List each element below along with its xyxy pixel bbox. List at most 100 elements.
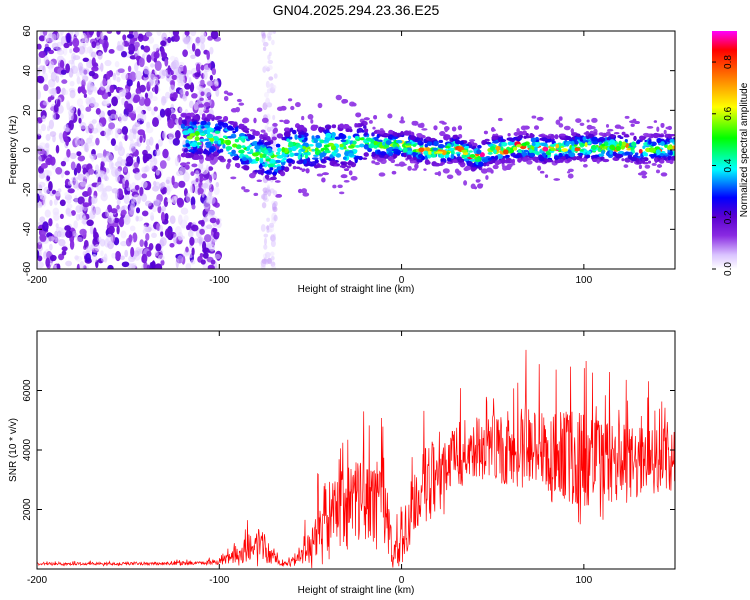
spectrogram-cell: [264, 91, 269, 98]
spectrogram-cell: [301, 115, 305, 121]
spectrogram-cell: [179, 106, 183, 113]
spectrogram-cell: [257, 141, 264, 145]
spectrogram-cell: [183, 148, 188, 153]
spectrogram-cell: [497, 117, 503, 122]
spectrogram-cell: [579, 122, 585, 126]
spectrogram-cell: [77, 196, 85, 205]
spectrogram-cell: [168, 31, 173, 34]
spectrogram-cell: [355, 112, 362, 118]
spectrogram-cell: [70, 161, 76, 171]
spectrogram-cell: [164, 107, 172, 117]
spectrogram-cell: [59, 132, 64, 141]
spectrogram-cell: [602, 158, 610, 163]
spectrogram-cell: [198, 154, 204, 160]
spectrogram-cell: [56, 230, 62, 238]
spectrogram-cell: [329, 154, 334, 159]
spectrogram-cell: [264, 251, 271, 258]
spectrogram-cell: [261, 202, 267, 209]
spectrogram-cell: [456, 153, 461, 157]
spectrogram-cell: [320, 158, 326, 163]
spectrogram-cell: [606, 128, 614, 132]
spectrogram-cell: [590, 155, 598, 159]
spectrogram-cell: [37, 128, 42, 136]
spectrogram-cell: [530, 137, 537, 143]
spectrogram-cell: [189, 184, 194, 193]
spectrogram-cell: [204, 179, 212, 190]
spectrogram-cell: [388, 156, 392, 161]
spectrogram-cell: [641, 158, 646, 164]
spectrogram-cell: [166, 198, 174, 204]
spectrogram-cell: [51, 189, 57, 195]
spectrogram-cell: [555, 119, 561, 125]
spectrogram-cell: [362, 125, 367, 129]
spectrogram-cell: [179, 88, 186, 95]
spectrogram-cell: [395, 139, 403, 144]
colorbar-tick-label: 0.4: [723, 158, 734, 172]
spectrogram-cell: [597, 153, 605, 157]
spectrogram-cell: [232, 153, 238, 157]
spectrogram-cell: [62, 46, 68, 56]
spectrogram-cell: [107, 204, 113, 213]
spectrogram-cell: [37, 75, 45, 84]
spectrogram-cell: [469, 154, 476, 158]
spectrogram-cell: [159, 225, 164, 232]
spectrogram-cell: [243, 188, 250, 193]
spectrogram-cell: [202, 149, 210, 155]
spectrogram-cell: [199, 129, 204, 134]
spectrogram-cell: [197, 187, 204, 195]
spectrogram-cell: [627, 154, 633, 160]
spectrogram-cell: [292, 165, 297, 170]
spectrogram-cell: [646, 133, 651, 137]
spectrogram-cell: [37, 67, 41, 76]
spectrogram-cell: [89, 96, 96, 107]
spectrogram-cell: [64, 191, 69, 197]
spectrogram-cell: [47, 33, 54, 43]
spectrogram-cell: [85, 106, 92, 112]
spectrogram-cell: [399, 120, 406, 124]
spectrogram-cell: [378, 172, 386, 177]
spectrogram-cell: [260, 129, 266, 133]
spectrogram-cell: [402, 147, 408, 153]
spectrogram-cell: [155, 169, 160, 176]
spectrogram-cell: [590, 145, 597, 150]
spectrogram-cell: [129, 71, 137, 82]
spectrogram-cell: [436, 151, 443, 154]
spectrogram-cell: [230, 176, 237, 180]
spectrogram-cell: [112, 76, 120, 81]
spectrogram-cell: [666, 145, 673, 151]
spectrogram-cell: [412, 120, 419, 126]
spectrogram-cell: [215, 181, 220, 188]
spectrogram-cell: [69, 152, 77, 160]
spectrogram-cell: [272, 171, 278, 176]
spectrogram-cell: [206, 59, 212, 64]
spectrogram-cell: [154, 251, 159, 257]
spectrogram-cell: [567, 173, 574, 179]
spectrogram-cell: [51, 42, 59, 50]
spectrogram-cell: [120, 72, 129, 80]
spectrogram-cell: [152, 199, 160, 207]
spectrogram-cell: [48, 119, 55, 130]
spectrogram-cell: [84, 46, 89, 55]
spectrogram-cell: [64, 127, 71, 133]
spectrogram-cell: [201, 113, 206, 119]
spectrogram-cell: [642, 145, 646, 149]
spectrogram-cell: [154, 60, 162, 71]
spectrogram-cell: [461, 154, 466, 158]
spectrogram-cell: [149, 211, 155, 221]
spectrogram-cell: [225, 146, 233, 151]
spectrogram-cell: [657, 164, 662, 168]
spectrogram-cell: [347, 161, 354, 166]
spectrogram-cell: [425, 161, 431, 165]
spectrogram-cell: [78, 45, 86, 55]
spectrogram-cell: [147, 36, 155, 44]
spectrogram-cell: [77, 108, 81, 117]
spectrogram-cell: [550, 147, 556, 151]
spectrogram-cell: [147, 91, 153, 100]
spectrogram-cell: [206, 224, 213, 230]
spectrogram-cell: [489, 146, 496, 151]
spectrogram-cell: [298, 134, 302, 139]
spectrogram-cell: [292, 129, 297, 135]
spectrogram-cell: [121, 97, 126, 106]
spectrogram-cell: [359, 123, 364, 127]
spectrogram-cell: [79, 105, 85, 112]
